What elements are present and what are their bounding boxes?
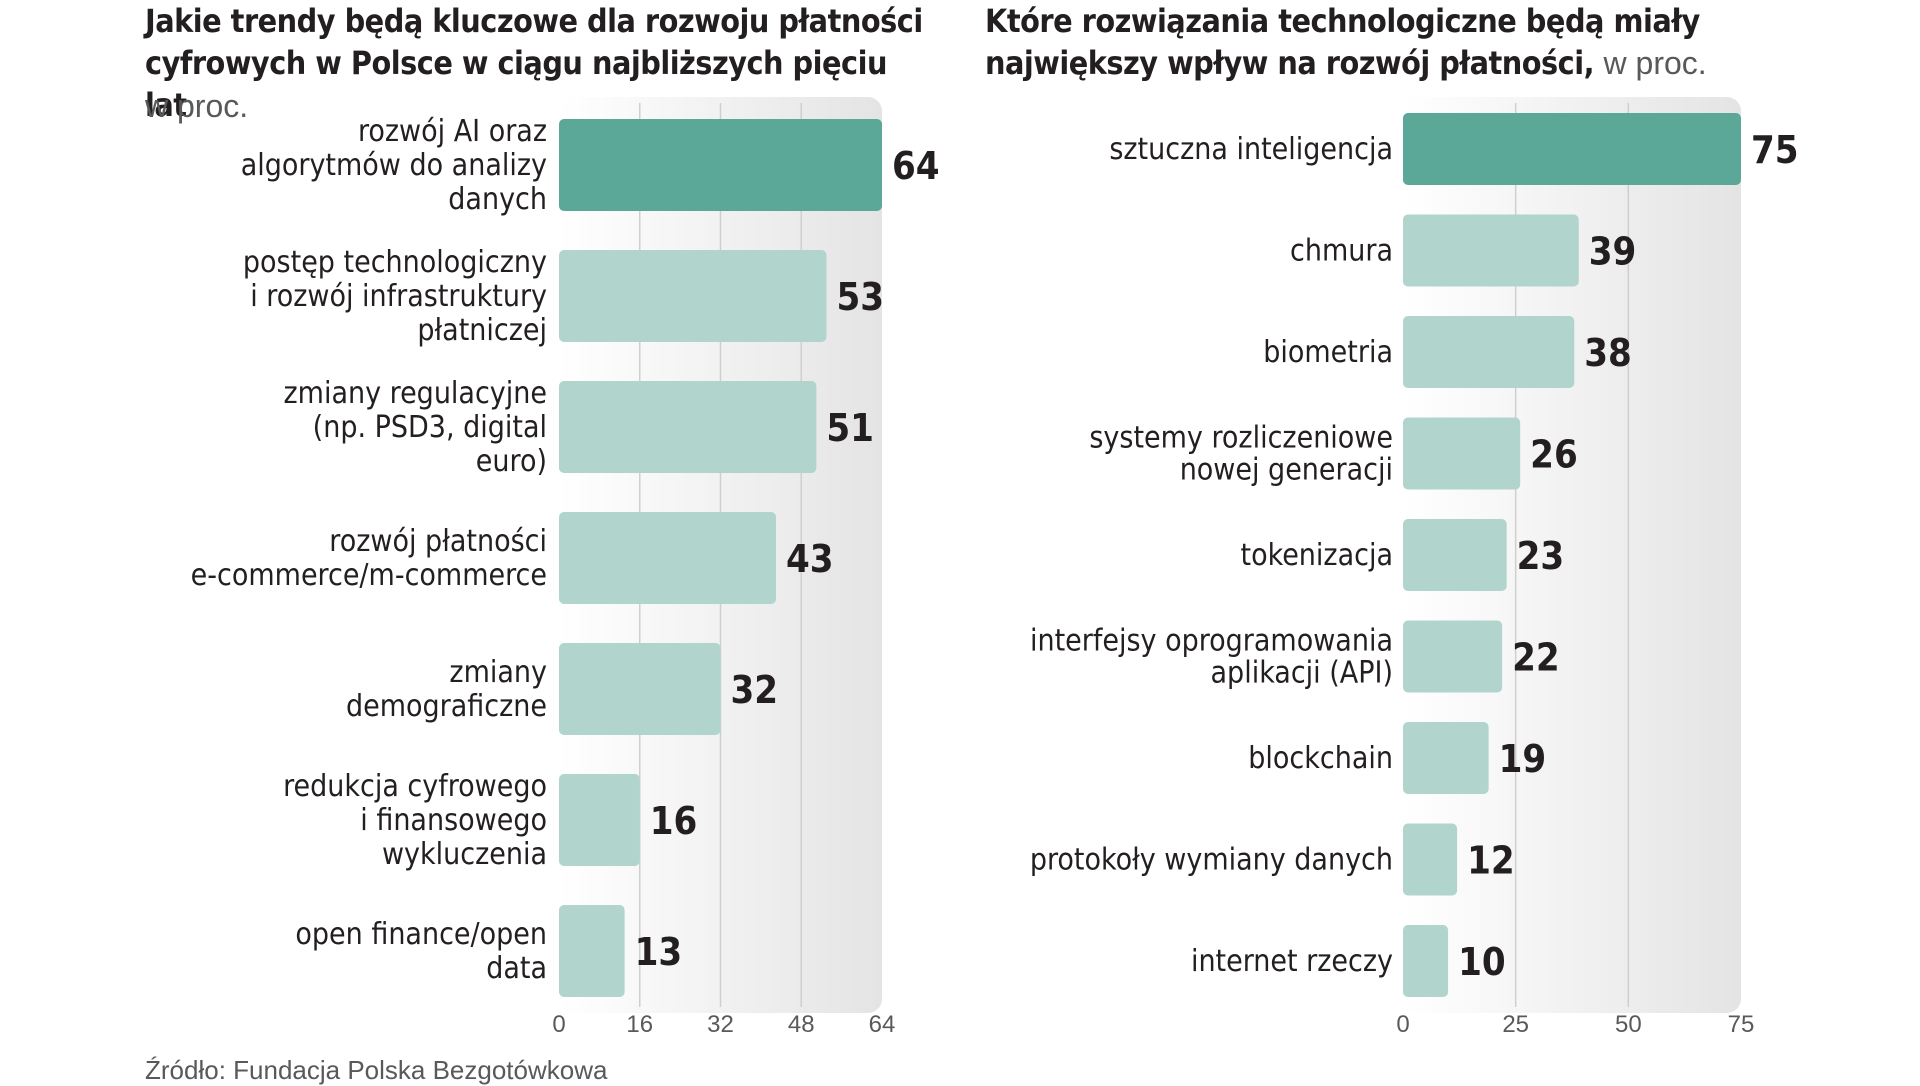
value-label: 12 — [1467, 839, 1515, 883]
value-label: 39 — [1589, 230, 1637, 274]
value-label: 51 — [826, 406, 874, 450]
category-label: postęp technologiczny i rozwój infrastruk… — [243, 245, 547, 348]
value-label: 43 — [786, 537, 834, 581]
category-label: systemy rozliczeniowe nowej generacji — [1089, 421, 1393, 488]
value-label: 53 — [836, 275, 884, 319]
x-tick-label: 64 — [869, 1011, 896, 1038]
x-tick-label: 25 — [1502, 1011, 1529, 1038]
bar — [1403, 823, 1458, 896]
value-label: 10 — [1458, 940, 1506, 984]
value-label: 23 — [1517, 534, 1565, 578]
category-label: blockchain — [1248, 741, 1393, 776]
value-label: 75 — [1751, 128, 1799, 172]
x-tick-label: 75 — [1728, 1011, 1755, 1038]
bar — [1403, 316, 1575, 388]
category-label: internet rzeczy — [1191, 944, 1393, 979]
chart-title-right-text: Które rozwiązania technologiczne będą mi… — [985, 2, 1700, 82]
chart-left: 64 rozwój AI oraz algorytmów do analizy dan… — [191, 97, 940, 1038]
x-tick-label: 50 — [1615, 1011, 1642, 1038]
category-label: tokenizacja — [1241, 538, 1393, 573]
category-label: protokoły wymiany danych — [1030, 843, 1393, 878]
bar — [559, 250, 827, 342]
category-label: sztuczna inteligencja — [1109, 132, 1393, 167]
x-tick-label: 0 — [552, 1011, 565, 1038]
bar — [1403, 519, 1507, 591]
bar — [1403, 620, 1503, 693]
chart-unit-right: w proc. — [1603, 45, 1707, 81]
category-label: zmiany demograficzne — [346, 655, 547, 724]
value-label: 19 — [1499, 737, 1547, 781]
category-label: rozwój płatności e-commerce/m-commerce — [191, 524, 547, 593]
bar — [1403, 417, 1521, 490]
bar — [559, 905, 625, 997]
bar — [1403, 113, 1741, 185]
x-tick-label: 0 — [1396, 1011, 1409, 1038]
chart-title-right: Które rozwiązania technologiczne będą mi… — [985, 0, 1855, 84]
source-note: Źródło: Fundacja Polska Bezgotówkowa — [145, 1055, 608, 1085]
value-label: 38 — [1584, 331, 1632, 375]
category-label: chmura — [1290, 234, 1393, 269]
chart-title-left-text: Jakie trendy będą kluczowe dla rozwoju p… — [145, 2, 923, 124]
chart-title-left: Jakie trendy będą kluczowe dla rozwoju p… — [145, 0, 935, 126]
x-tick-label: 16 — [626, 1011, 653, 1038]
x-tick-label: 32 — [707, 1011, 734, 1038]
bar — [1403, 214, 1579, 287]
category-label: open finance/open data — [295, 917, 547, 986]
category-label: rozwój AI oraz algorytmów do analizy danyc… — [241, 114, 547, 217]
category-label: biometria — [1263, 335, 1393, 370]
bar — [559, 774, 640, 866]
bar — [559, 381, 817, 473]
chart-unit-left: w proc. — [145, 88, 249, 124]
category-label: interfejsy oprogramowania aplikacji (API) — [1030, 624, 1393, 691]
bar — [1403, 925, 1449, 997]
category-label: redukcja cyfrowego i finansowego wykluczen… — [283, 769, 547, 872]
value-label: 32 — [731, 668, 779, 712]
chart-right: 75 sztuczna inteligencja 39 chmura 38 biometr… — [1030, 97, 1799, 1038]
value-label: 64 — [892, 144, 940, 188]
bar — [559, 643, 721, 735]
bar — [1403, 722, 1489, 794]
bar — [559, 512, 777, 604]
bar — [559, 119, 882, 211]
value-label: 16 — [650, 799, 698, 843]
value-label: 26 — [1530, 433, 1578, 477]
category-label: zmiany regulacyjne (np. PSD3, digital euro… — [284, 376, 548, 479]
value-label: 22 — [1512, 636, 1560, 680]
value-label: 13 — [635, 930, 683, 974]
x-tick-label: 48 — [788, 1011, 815, 1038]
